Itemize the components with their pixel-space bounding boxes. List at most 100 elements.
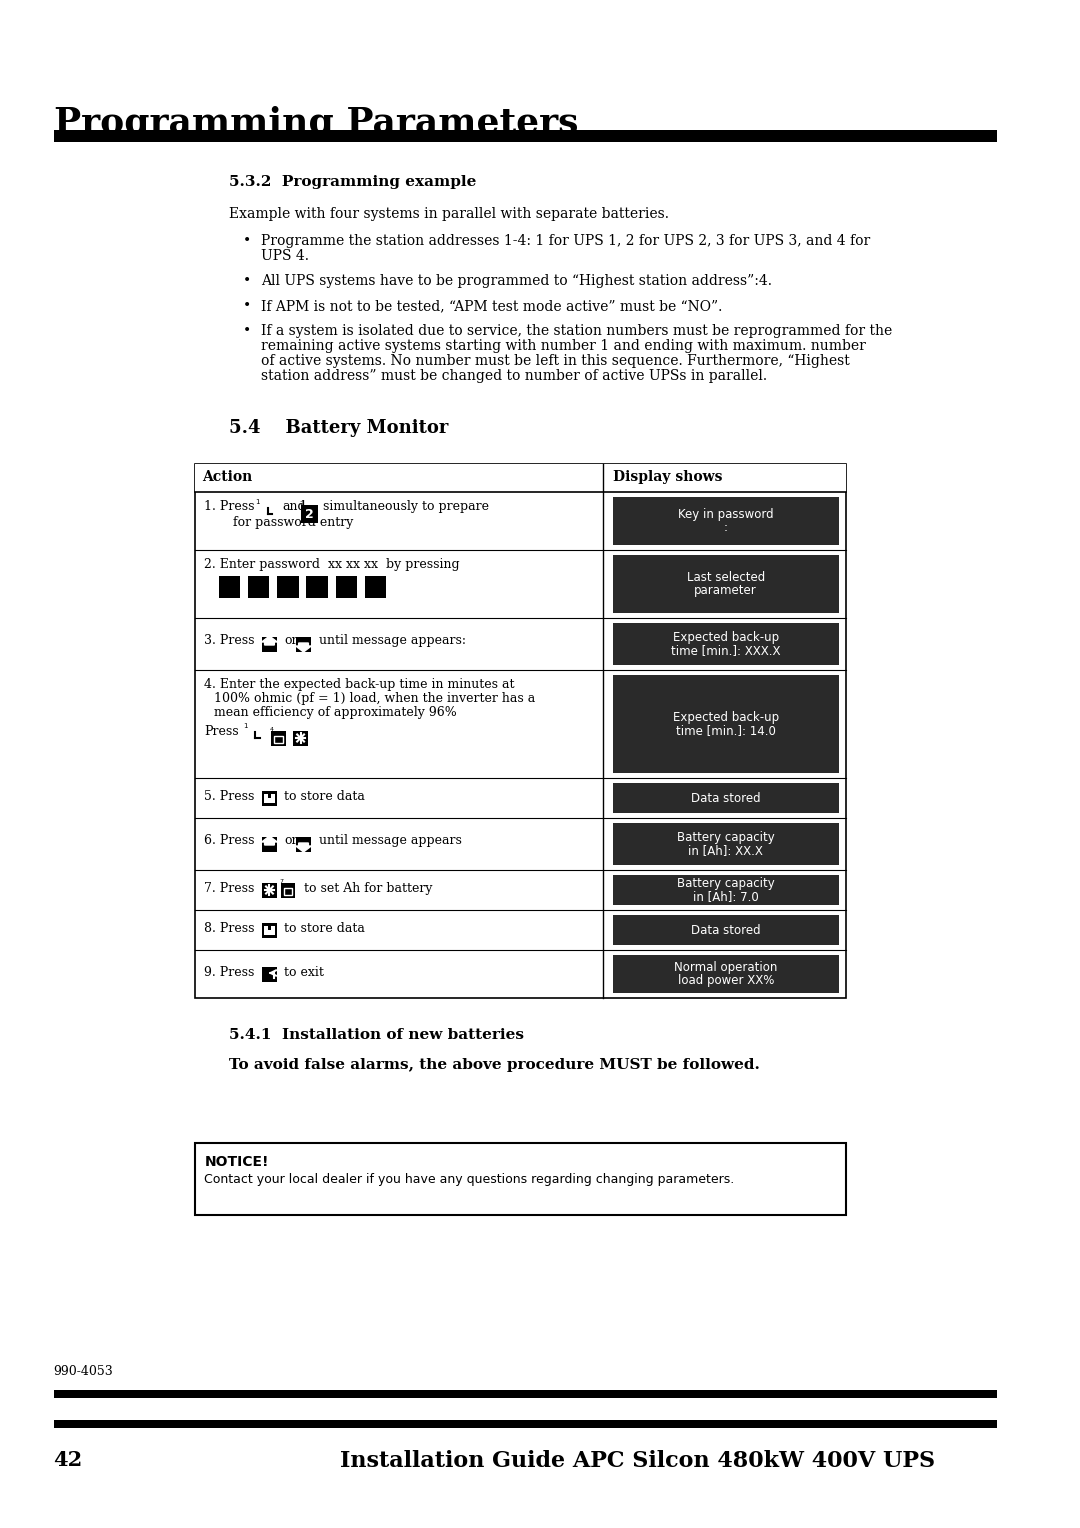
Text: 2: 2 [305, 507, 313, 521]
Text: station address” must be changed to number of active UPSs in parallel.: station address” must be changed to numb… [260, 368, 767, 384]
Text: 4: 4 [270, 726, 274, 732]
Text: in [Ah]: 7.0: in [Ah]: 7.0 [693, 889, 758, 903]
Text: If a system is isolated due to service, the station numbers must be reprogrammed: If a system is isolated due to service, … [260, 324, 892, 338]
Bar [54, 1390, 997, 1398]
Text: 2. Enter password  xx xx xx  by pressing: 2. Enter password xx xx xx by pressing [204, 558, 460, 571]
Bar [612, 915, 838, 944]
Text: 42: 42 [54, 1450, 83, 1470]
Bar [612, 876, 838, 905]
Text: to exit: to exit [284, 966, 324, 979]
Text: 5.3.2  Programming example: 5.3.2 Programming example [229, 176, 476, 189]
Text: Expected back-up: Expected back-up [673, 711, 779, 724]
Text: to set Ah for battery: to set Ah for battery [303, 882, 432, 895]
Text: and: and [282, 500, 306, 513]
Text: 1: 1 [243, 723, 247, 729]
Bar [278, 576, 299, 597]
Bar [54, 1420, 997, 1429]
Text: :: : [724, 521, 728, 533]
Bar [262, 836, 276, 851]
Bar [281, 883, 295, 897]
Text: Action: Action [202, 471, 253, 484]
Text: time [min.]: 14.0: time [min.]: 14.0 [676, 724, 775, 736]
Bar [219, 576, 240, 597]
Bar [336, 576, 357, 597]
Text: Programme the station addresses 1-4: 1 for UPS 1, 2 for UPS 2, 3 for UPS 3, and : Programme the station addresses 1-4: 1 f… [260, 234, 870, 248]
Bar [271, 730, 285, 746]
Text: 990-4053: 990-4053 [54, 1365, 113, 1378]
Text: 4. Enter the expected back-up time in minutes at: 4. Enter the expected back-up time in mi… [204, 678, 515, 691]
Text: •: • [243, 234, 252, 248]
Text: Data stored: Data stored [691, 923, 760, 937]
Text: Display shows: Display shows [612, 471, 723, 484]
Bar [194, 1143, 847, 1215]
Text: 5.4    Battery Monitor: 5.4 Battery Monitor [229, 419, 448, 437]
Bar [296, 637, 311, 651]
Bar [274, 736, 283, 743]
Text: 1. Press: 1. Press [204, 500, 255, 513]
Text: Press: Press [204, 724, 239, 738]
Text: Installation Guide APC Silcon 480kW 400V UPS: Installation Guide APC Silcon 480kW 400V… [340, 1450, 935, 1471]
Text: parameter: parameter [694, 584, 757, 597]
Text: Data stored: Data stored [691, 792, 760, 805]
Bar [612, 824, 838, 865]
Text: 7. Press: 7. Press [204, 882, 255, 895]
Bar [262, 637, 276, 651]
Text: until message appears: until message appears [319, 834, 462, 847]
Circle shape [254, 736, 256, 740]
Bar [612, 955, 838, 993]
Bar [262, 883, 276, 897]
Text: Programming Parameters: Programming Parameters [54, 105, 578, 139]
Bar [265, 793, 274, 802]
Text: Battery capacity: Battery capacity [677, 831, 774, 843]
Polygon shape [296, 643, 311, 652]
Text: •: • [243, 299, 252, 313]
Text: To avoid false alarms, the above procedure MUST be followed.: To avoid false alarms, the above procedu… [229, 1057, 759, 1073]
Polygon shape [261, 636, 278, 645]
Bar [294, 730, 308, 746]
Bar [301, 506, 318, 523]
Circle shape [259, 506, 275, 523]
Text: simultaneously to prepare: simultaneously to prepare [323, 500, 489, 513]
Text: 5.4.1  Installation of new batteries: 5.4.1 Installation of new batteries [229, 1028, 524, 1042]
Text: NOTICE!: NOTICE! [204, 1155, 269, 1169]
Text: mean efficiency of approximately 96%: mean efficiency of approximately 96% [214, 706, 457, 720]
Text: All UPS systems have to be programmed to “Highest station address”:4.: All UPS systems have to be programmed to… [260, 274, 772, 287]
Text: 100% ohmic (pf = 1) load, when the inverter has a: 100% ohmic (pf = 1) load, when the inver… [214, 692, 536, 704]
Text: load power XX%: load power XX% [677, 973, 774, 987]
Text: in [Ah]: XX.X: in [Ah]: XX.X [688, 843, 764, 857]
Text: to store data: to store data [284, 921, 365, 935]
Circle shape [246, 729, 264, 747]
Bar [612, 675, 838, 773]
Text: Expected back-up: Expected back-up [673, 631, 779, 643]
Bar [248, 576, 270, 597]
Text: 3. Press: 3. Press [204, 634, 255, 646]
Bar [262, 923, 276, 938]
Bar [262, 790, 276, 805]
Text: Battery capacity: Battery capacity [677, 877, 774, 889]
Circle shape [257, 503, 279, 526]
Text: time [min.]: XXX.X: time [min.]: XXX.X [671, 643, 781, 657]
Text: 9. Press: 9. Press [204, 966, 255, 979]
Bar [296, 836, 311, 851]
Bar [262, 967, 276, 981]
Bar [268, 793, 271, 798]
Bar [612, 623, 838, 665]
Text: 1: 1 [256, 500, 260, 504]
Bar [194, 465, 847, 998]
Bar [612, 555, 838, 613]
Text: •: • [243, 274, 252, 287]
Text: Last selected: Last selected [687, 571, 765, 584]
Text: Normal operation: Normal operation [674, 961, 778, 973]
Text: Contact your local dealer if you have any questions regarding changing parameter: Contact your local dealer if you have an… [204, 1174, 734, 1186]
Text: 7: 7 [280, 879, 284, 883]
Bar [268, 926, 271, 929]
Text: •: • [243, 324, 252, 338]
Text: 5. Press: 5. Press [204, 790, 255, 804]
Text: 2: 2 [300, 501, 303, 506]
Bar [54, 130, 997, 142]
Text: or: or [284, 634, 298, 646]
Polygon shape [296, 843, 311, 853]
Text: remaining active systems starting with number 1 and ending with maximum. number: remaining active systems starting with n… [260, 339, 865, 353]
Text: to store data: to store data [284, 790, 365, 804]
Text: for password entry: for password entry [233, 516, 354, 529]
